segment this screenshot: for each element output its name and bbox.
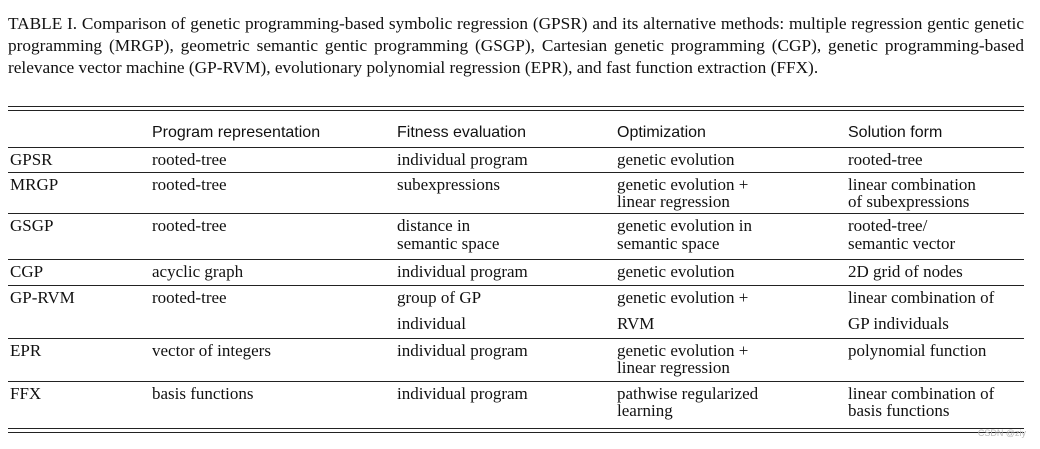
table-cell: linear combination of — [848, 288, 995, 307]
row-header: CGP — [10, 262, 44, 281]
row-header: EPR — [10, 341, 42, 360]
table-cell: linear combination — [848, 175, 976, 194]
rule — [8, 110, 1024, 111]
rule — [8, 428, 1024, 429]
table-cell: genetic evolution in — [617, 216, 753, 235]
rule — [8, 285, 1024, 286]
table-cell: of subexpressions — [848, 192, 970, 211]
rule — [8, 338, 1024, 339]
rule — [8, 147, 1024, 148]
table-cell: polynomial function — [848, 341, 987, 360]
table-cell: RVM — [617, 314, 655, 333]
row-header: GPSR — [10, 150, 53, 169]
table-cell: rooted-tree — [152, 175, 227, 194]
table-cell: individual program — [397, 384, 528, 403]
table-cell: rooted-tree — [152, 150, 227, 169]
row-header: FFX — [10, 384, 42, 403]
column-header: Solution form — [848, 124, 943, 141]
table-cell: rooted-tree — [848, 150, 923, 169]
table-cell: genetic evolution — [617, 150, 735, 169]
table-cell: linear combination of — [848, 384, 995, 403]
table-cell: individual program — [397, 341, 528, 360]
table-cell: 2D grid of nodes — [848, 262, 963, 281]
table-cell: linear regression — [617, 358, 730, 377]
column-header: Program representation — [152, 124, 321, 141]
row-header: MRGP — [10, 175, 59, 194]
rule — [8, 106, 1024, 107]
row-header: GP-RVM — [10, 288, 75, 307]
row-header: GSGP — [10, 216, 54, 235]
rule — [8, 432, 1024, 433]
table-cell: linear regression — [617, 192, 730, 211]
rule — [8, 381, 1024, 382]
table-cell: GP individuals — [848, 314, 949, 333]
table-cell: group of GP — [397, 288, 482, 307]
table-cell: semantic space — [397, 234, 500, 253]
table-cell: genetic evolution — [617, 262, 735, 281]
table-cell: semantic space — [617, 234, 720, 253]
watermark: CSDN @ziy — [977, 428, 1026, 438]
table-cell: learning — [617, 401, 673, 420]
table-cell: rooted-tree/ — [848, 216, 928, 235]
rule — [8, 172, 1024, 173]
table-cell: semantic vector — [848, 234, 956, 253]
table-cell: rooted-tree — [152, 216, 227, 235]
table-cell: distance in — [397, 216, 471, 235]
table-cell: pathwise regularized — [617, 384, 759, 403]
caption: TABLE I. Comparison of genetic programmi… — [8, 14, 1024, 77]
table-cell: individual program — [397, 262, 528, 281]
table-cell: individual — [397, 314, 466, 333]
rule — [8, 259, 1024, 260]
column-header: Fitness evaluation — [397, 124, 526, 141]
table-cell: individual program — [397, 150, 528, 169]
table-cell: genetic evolution + — [617, 175, 749, 194]
table-cell: vector of integers — [152, 341, 271, 360]
table-cell: basis functions — [848, 401, 950, 420]
table-cell: rooted-tree — [152, 288, 227, 307]
table-cell: basis functions — [152, 384, 254, 403]
table-cell: acyclic graph — [152, 262, 244, 281]
table-cell: genetic evolution + — [617, 288, 749, 307]
table-cell: genetic evolution + — [617, 341, 749, 360]
column-header: Optimization — [617, 124, 706, 141]
rule — [8, 213, 1024, 214]
table-cell: subexpressions — [397, 175, 500, 194]
